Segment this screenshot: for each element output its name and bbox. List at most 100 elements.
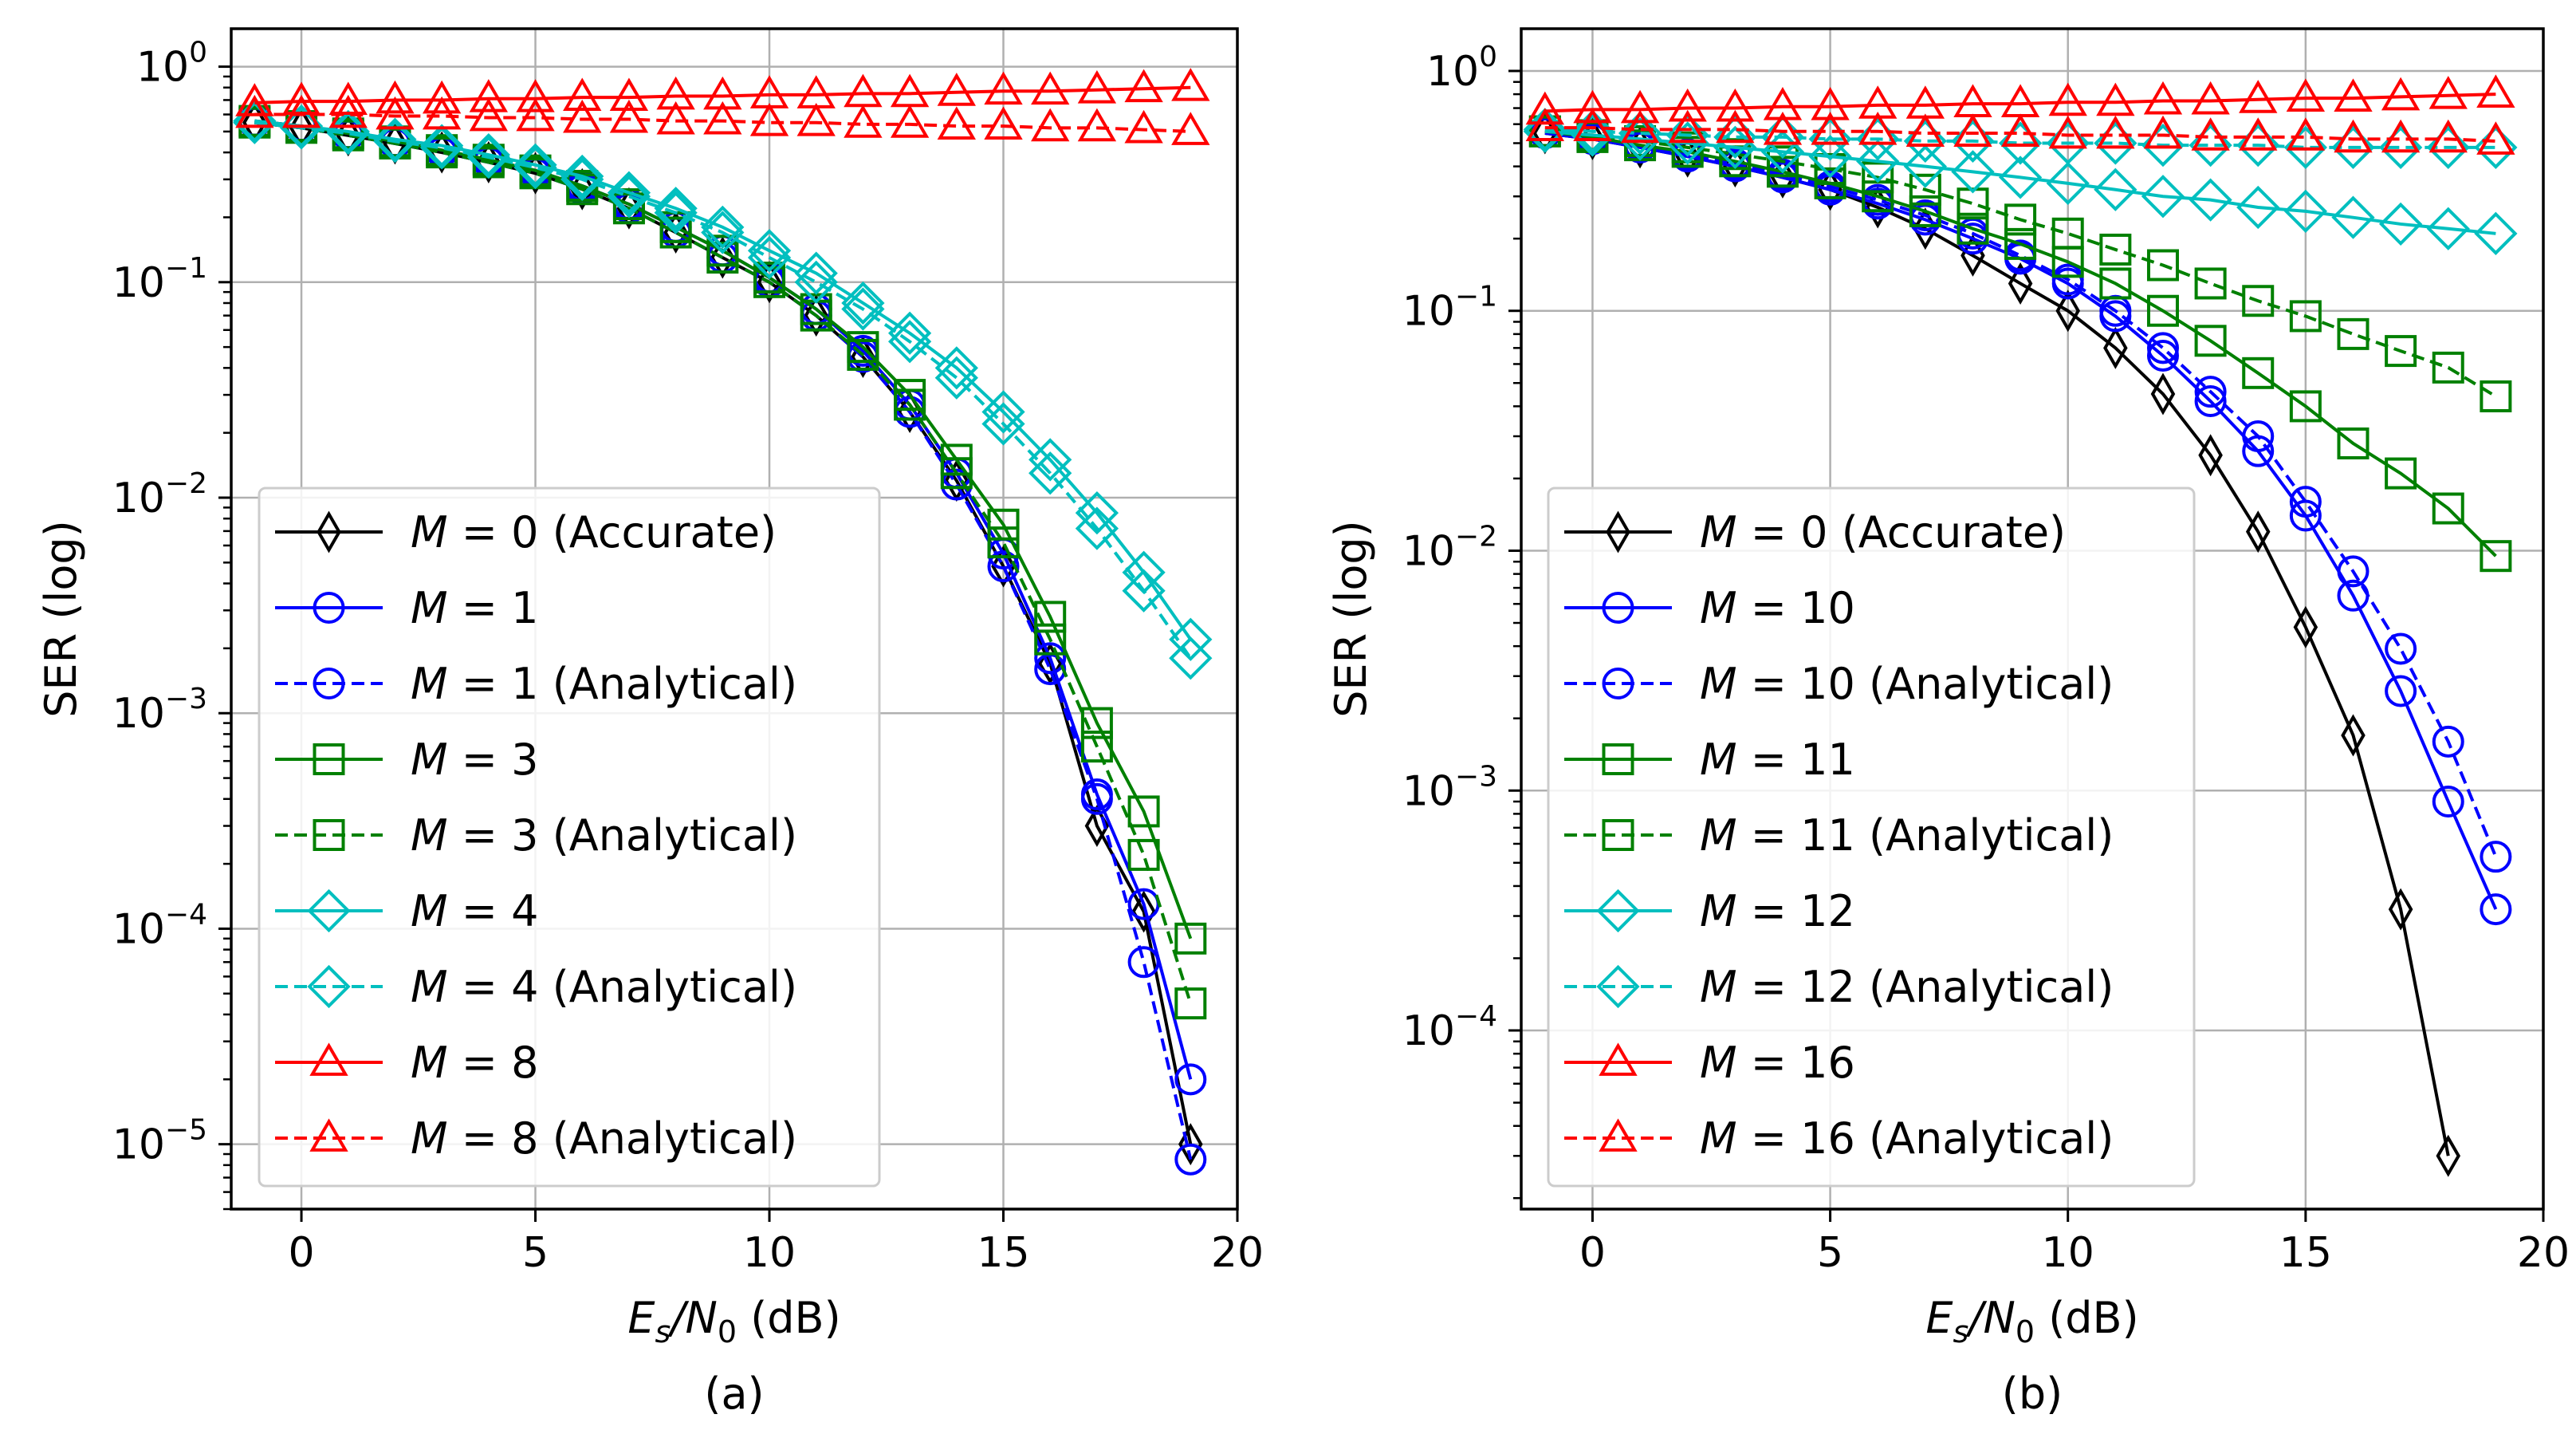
- legend-symbol: M: [1700, 583, 1737, 633]
- y-tick-base: 10: [112, 259, 165, 307]
- data-point: [516, 97, 555, 132]
- series-line: [1544, 93, 2496, 113]
- legend-suffix: (Analytical): [539, 659, 797, 709]
- legend-label: M = 8 (Analytical): [411, 1113, 797, 1164]
- data-point: [2289, 300, 2322, 333]
- panel-label: (b): [2002, 1369, 2063, 1419]
- data-point: [894, 388, 926, 421]
- data-point: [1862, 161, 1894, 194]
- legend-equals: = 0: [1737, 507, 1828, 557]
- data-point: [757, 261, 782, 304]
- data-point: [2143, 81, 2183, 115]
- legend-equals: = 16: [1737, 1113, 1855, 1164]
- y-tick-exponent: −1: [165, 252, 207, 285]
- data-point: [1028, 438, 1072, 482]
- data-point: [1174, 1063, 1207, 1096]
- legend-marker: [1602, 819, 1634, 851]
- data-point: [2146, 249, 2179, 282]
- x-label-sub-0: 0: [2016, 1314, 2035, 1349]
- legend-symbol: M: [411, 507, 448, 557]
- data-point: [659, 216, 692, 249]
- data-point: [844, 104, 883, 138]
- data-point: [516, 79, 555, 112]
- data-point: [2004, 227, 2037, 260]
- data-point: [1716, 88, 1755, 122]
- data-point: [2236, 124, 2280, 167]
- data-point: [2239, 117, 2278, 151]
- legend-label: M = 0 (Accurate): [411, 507, 777, 557]
- legend-label: M = 1: [411, 583, 539, 633]
- data-point: [654, 191, 698, 234]
- legend-label: M = 16 (Analytical): [1700, 1113, 2114, 1164]
- data-point: [2476, 74, 2515, 108]
- data-point: [2046, 161, 2090, 206]
- data-point: [513, 146, 557, 190]
- data-point: [1124, 109, 1163, 144]
- data-point: [794, 251, 838, 295]
- data-point: [2388, 888, 2413, 931]
- y-tick-label: 10−1: [112, 252, 207, 307]
- data-point: [2286, 78, 2326, 112]
- data-point: [2096, 82, 2135, 116]
- legend-suffix: (Analytical): [539, 810, 797, 861]
- data-point: [984, 71, 1023, 105]
- data-point: [563, 99, 602, 133]
- data-point: [2008, 262, 2033, 305]
- legend-symbol: M: [1700, 962, 1737, 1012]
- data-point: [2242, 357, 2275, 389]
- data-point: [2289, 486, 2322, 518]
- legend-suffix: (Analytical): [1855, 659, 2114, 709]
- x-axis-label: Es/N0 (dB): [627, 1293, 840, 1349]
- data-point: [1620, 109, 1660, 144]
- legend-marker: [313, 592, 345, 624]
- data-point: [2289, 390, 2322, 423]
- data-point: [1620, 89, 1660, 124]
- y-tick-base: 10: [136, 44, 189, 92]
- data-point: [2480, 893, 2512, 926]
- y-tick-base: 10: [112, 905, 165, 953]
- x-tick-label: 0: [1579, 1229, 1606, 1277]
- legend-label: M = 0 (Accurate): [1700, 507, 2066, 557]
- legend-symbol: M: [1700, 1113, 1737, 1164]
- data-point: [2476, 121, 2515, 155]
- x-tick-label: 15: [977, 1229, 1029, 1277]
- legend-suffix: (Accurate): [539, 507, 777, 557]
- data-point: [794, 260, 838, 304]
- data-point: [2432, 725, 2464, 758]
- y-tick-base: 10: [1426, 48, 1479, 96]
- data-point: [2051, 263, 2084, 296]
- legend-equals: = 4: [448, 962, 539, 1012]
- data-point: [2381, 77, 2421, 111]
- data-point: [1716, 109, 1755, 144]
- data-point: [890, 73, 930, 108]
- data-point: [609, 99, 649, 133]
- data-point: [890, 104, 930, 138]
- data-point: [2334, 78, 2373, 112]
- series-7: [235, 68, 1210, 116]
- data-point: [2103, 326, 2128, 369]
- data-point: [1077, 70, 1117, 104]
- data-point: [2146, 339, 2179, 372]
- data-point: [2331, 125, 2375, 169]
- data-point: [2385, 457, 2417, 490]
- data-point: [2242, 420, 2275, 452]
- legend-marker: [1596, 964, 1640, 1009]
- data-point: [1909, 195, 1941, 227]
- data-point: [2334, 119, 2373, 153]
- data-point: [2191, 117, 2230, 151]
- legend-marker: [1599, 1042, 1638, 1076]
- legend-equals: = 1: [448, 583, 539, 633]
- data-point: [2189, 178, 2232, 222]
- data-point: [469, 97, 509, 132]
- data-point: [656, 100, 695, 135]
- data-point: [2194, 325, 2227, 357]
- x-tick-label: 20: [1211, 1229, 1264, 1277]
- data-point: [2143, 115, 2183, 149]
- y-tick-label: 100: [136, 37, 207, 92]
- series-layer: [1523, 74, 2518, 1177]
- data-point: [2189, 124, 2232, 167]
- data-point: [1178, 1123, 1203, 1166]
- data-point: [1171, 112, 1210, 145]
- legend-equals: = 16: [1737, 1038, 1855, 1088]
- data-point: [560, 154, 604, 199]
